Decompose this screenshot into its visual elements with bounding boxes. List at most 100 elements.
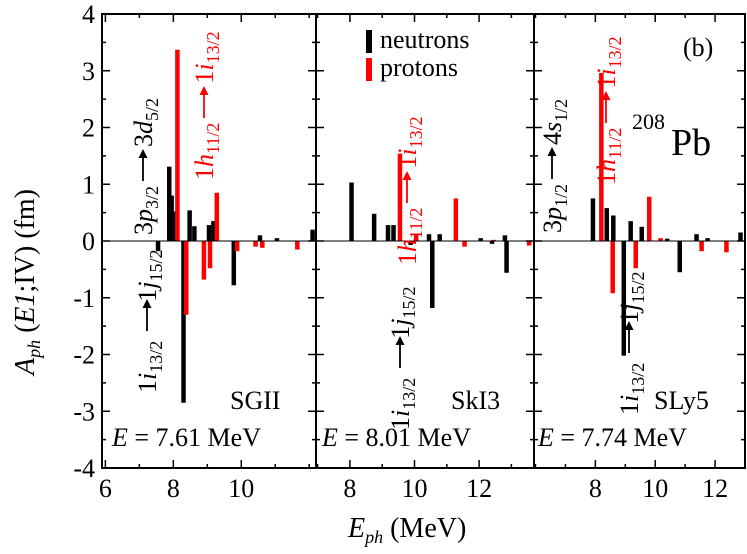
neutron-bar [489,241,495,244]
transition-text: 1h11/2 1i13/2 [592,36,625,185]
energy-label-sgii: E = 7.61 MeV [111,423,261,452]
neutron-bar [437,234,442,241]
transition-arrow-head [395,336,405,345]
y-tick-label: -3 [73,397,95,426]
transition-label: 1i13/2 1j15/2 [386,287,419,431]
proton-bar [260,241,265,248]
x-axis-label: Eph (MeV) [347,513,466,547]
transition-text: 1i13/2 1j15/2 [133,250,166,394]
proton-bar [724,241,729,253]
nucleus-symbol: Pb [671,122,711,164]
x-tick-label: 10 [642,474,668,503]
energy-label-text: E = 8.01 MeV [321,423,471,452]
x-tick-label: 12 [702,474,728,503]
proton-bar [295,241,300,250]
proton-bar [214,192,220,241]
transition-label: 1h11/2 1i13/2 [592,36,625,185]
y-tick-label: -2 [73,341,95,370]
neutron-bar [677,241,683,273]
neutron-bar [408,241,413,245]
x-tick-label: 10 [402,474,428,503]
y-tick-labels: -4 -3 -2 -1 0 1 2 3 4 [73,0,95,483]
proton-bar [413,234,419,241]
proton-bar [526,241,532,246]
proton-bar [491,239,496,241]
neutron-bar [171,211,177,241]
energy-label-ski3: E = 8.01 MeV [321,423,471,452]
transition-text: 1h11/2 1i13/2 [190,31,223,180]
nucleus-mass: 208 [632,109,665,134]
proton-bar [207,241,213,269]
y-tick-label: 3 [82,57,95,86]
transition-arrow-head [402,171,412,180]
bars [155,49,743,403]
y-tick-label: 4 [82,0,95,29]
legend-label-neutrons: neutrons [380,25,470,54]
x-tick-label: 10 [228,474,254,503]
neutron-bar [478,238,483,241]
transition-arrow-head [601,91,611,100]
transition-text: 3p3/2 3d5/2 [129,98,162,235]
proton-bar [397,153,403,241]
proton-bar [253,241,258,247]
panel-name-sgii: SGII [230,386,281,415]
y-tick-label: -4 [73,454,95,483]
neutron-bar [257,235,263,241]
legend: neutrons protons [366,25,470,82]
energy-label-text: E = 7.74 MeV [537,423,687,452]
energy-label-sly5: E = 7.74 MeV [537,423,687,452]
neutron-bar [155,241,161,252]
energy-label-text: E = 7.61 MeV [111,423,261,452]
transition-label: 3p1/2 4s1/2 [538,99,571,233]
transition-arrow-head [138,149,148,158]
y-tick-label: -1 [73,284,95,313]
legend-swatch-neutrons [366,30,372,53]
transition-text: 1h11/2 1i13/2 [393,116,426,265]
transition-arrow-head [547,147,557,156]
proton-bar [462,241,467,247]
legend-label-protons: protons [380,53,458,82]
neutron-bar [211,221,216,241]
proton-bar [610,241,615,294]
proton-bar [234,241,240,252]
neutron-bar [502,235,508,241]
neutron-bar [664,238,670,241]
panel-frame-sly5 [533,13,746,469]
neutron-bar [391,225,396,241]
x-tick-label: 6 [99,474,112,503]
transition-text: 1i13/2 1j15/2 [615,272,648,416]
y-tick-label: 1 [82,170,95,199]
transition-label: 3p3/2 3d5/2 [129,98,162,235]
nucleus-label: 208 Pb [632,109,711,164]
legend-swatch-protons [366,58,372,81]
proton-bar [201,241,207,280]
neutron-bar [611,215,616,241]
neutron-bar [206,225,212,241]
transition-text: 3p1/2 4s1/2 [538,99,571,233]
neutron-bar [349,182,354,241]
proton-bar [453,198,459,241]
x-tick-label: 8 [167,474,180,503]
x-tick-label: 8 [589,474,602,503]
neutron-bar [639,226,644,241]
neutron-bar [231,241,237,286]
transition-arrow-head [199,86,209,95]
neutron-bar [187,210,192,241]
neutron-bar [310,229,315,241]
neutron-bar [169,195,174,241]
proton-bar [646,196,652,241]
proton-bar [599,73,604,242]
transition-arrow-head [142,299,152,308]
panel-name-sly5: SLy5 [654,386,709,415]
neutron-bar [504,241,509,273]
neutron-bar [274,238,280,241]
transition-label: 1h11/2 1i13/2 [393,116,426,265]
x-tick-label: 8 [343,474,356,503]
panel-tag: (b) [683,33,713,62]
y-tick-label: 0 [82,227,95,256]
neutron-bar [181,241,186,403]
proton-bar [183,241,189,315]
neutron-bar [621,241,627,356]
proton-bar [175,49,180,241]
